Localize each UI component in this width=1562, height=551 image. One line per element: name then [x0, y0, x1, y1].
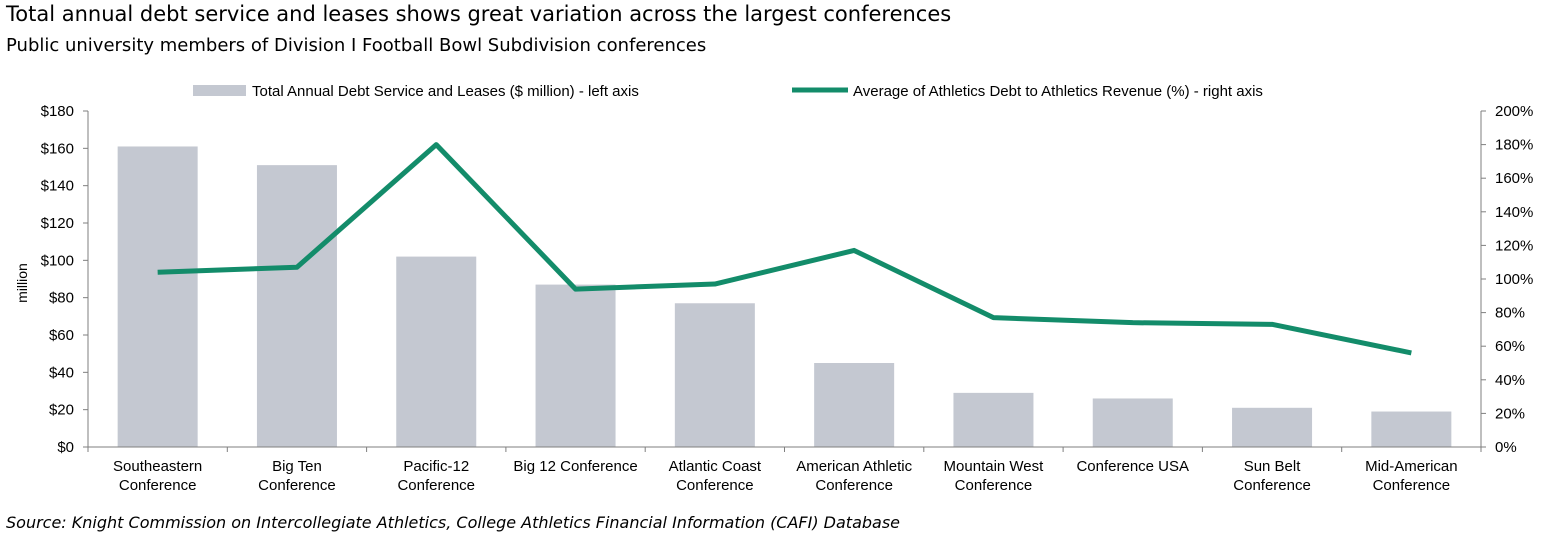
left-tick-label-3: $60 — [49, 327, 74, 344]
bar-3 — [535, 284, 616, 447]
category-label-7: Conference USA — [1076, 458, 1189, 475]
bar-9 — [1371, 411, 1452, 447]
source-note: Source: Knight Commission on Intercolleg… — [6, 513, 901, 532]
left-tick-label-6: $120 — [41, 215, 74, 232]
chart-subtitle: Public university members of Division I … — [6, 35, 707, 56]
category-label-2: Pacific-12 Conference — [397, 458, 475, 494]
left-tick-label-7: $140 — [41, 178, 74, 195]
left-tick-label-2: $40 — [49, 364, 74, 381]
right-tick-label-4: 80% — [1495, 305, 1525, 322]
bar-6 — [953, 392, 1034, 447]
bar-5 — [814, 363, 895, 447]
right-tick-label-0: 0% — [1495, 439, 1517, 456]
right-tick-label-10: 200% — [1495, 103, 1533, 120]
left-tick-label-8: $160 — [41, 140, 74, 157]
category-label-1: Big Ten Conference — [258, 458, 336, 494]
category-label-9: Mid-American Conference — [1365, 458, 1458, 494]
right-tick-label-6: 120% — [1495, 237, 1533, 254]
left-tick-label-9: $180 — [41, 103, 74, 120]
category-label-6: Mountain West Conference — [944, 458, 1045, 494]
legend-line-label: Average of Athletics Debt to Athletics R… — [853, 83, 1263, 100]
right-tick-label-9: 180% — [1495, 137, 1533, 154]
category-label-4: Atlantic Coast Conference — [669, 458, 762, 494]
line-series — [157, 142, 1412, 356]
bar-7 — [1092, 398, 1173, 447]
bar-4 — [674, 303, 755, 447]
debt-to-revenue-line — [157, 142, 1412, 356]
right-tick-label-2: 40% — [1495, 372, 1525, 389]
legend: Total Annual Debt Service and Leases ($ … — [193, 83, 1263, 100]
category-label-0: Southeastern Conference — [113, 458, 202, 494]
left-tick-label-1: $20 — [49, 402, 74, 419]
axes: $0 $20 $40 $60 $80 $100 $120 $140 $160 $180 0% 20% 4… — [14, 103, 1533, 456]
right-tick-label-8: 160% — [1495, 170, 1533, 187]
category-label-8: Sun Belt Conference — [1233, 458, 1311, 494]
category-labels: Southeastern Conference Big Ten Conference P… — [113, 458, 1458, 494]
bar-2 — [396, 256, 477, 447]
bar-1 — [256, 165, 337, 447]
right-tick-label-7: 140% — [1495, 204, 1533, 221]
left-tick-label-4: $80 — [49, 290, 74, 307]
right-tick-label-3: 60% — [1495, 338, 1525, 355]
right-tick-label-1: 20% — [1495, 405, 1525, 422]
right-tick-label-5: 100% — [1495, 271, 1533, 288]
legend-bar-swatch — [193, 85, 246, 96]
chart-title: Total annual debt service and leases sho… — [6, 2, 952, 26]
legend-bar-label: Total Annual Debt Service and Leases ($ … — [252, 83, 639, 100]
category-label-5: American Athletic Conference — [796, 458, 912, 494]
left-tick-label-5: $100 — [41, 252, 74, 269]
bar-series — [117, 146, 1452, 447]
bar-8 — [1232, 407, 1313, 447]
left-axis-title: million — [14, 263, 30, 303]
bar-0 — [117, 146, 198, 447]
category-label-3: Big 12 Conference — [513, 458, 637, 475]
left-tick-label-0: $0 — [57, 439, 74, 456]
